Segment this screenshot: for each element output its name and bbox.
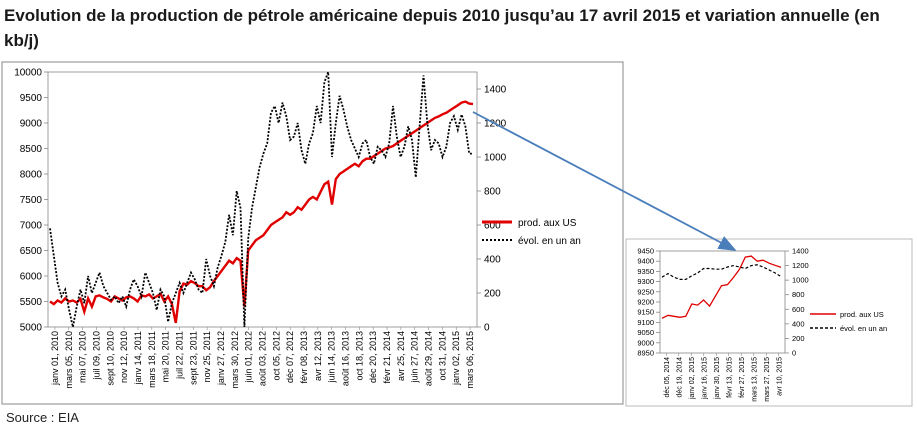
main-x-tick-label: sept 10, 2010 — [105, 331, 115, 386]
main-x-tick-label: nov 12, 2010 — [119, 331, 129, 383]
main-x-tick-label: janv 01, 2010 — [50, 331, 60, 386]
main-x-tick-label: août 03, 2012 — [258, 331, 268, 386]
source-note: Source : EIA — [6, 410, 79, 425]
main-left-tick-label: 6000 — [20, 272, 43, 283]
main-left-tick-label: 8000 — [20, 170, 43, 181]
main-x-tick-label: juin 14, 2013 — [327, 331, 337, 384]
inset-legend: prod. aux US évol. en un an — [810, 310, 887, 333]
main-x-tick-label: janv 27, 2012 — [216, 331, 226, 386]
main-x-tick-label: févr 21, 2014 — [382, 331, 392, 384]
main-x-tick-label: mars 05, 2010 — [64, 331, 74, 389]
main-x-tick-label: août 29, 2014 — [424, 331, 434, 386]
inset-x-tick-label: janv 16, 2015 — [701, 357, 708, 400]
main-x-tick-label: juin 01, 2012 — [244, 331, 254, 384]
inset-left-tick-label: 9350 — [637, 267, 654, 276]
main-x-tick-label: mai 20, 2011 — [161, 331, 171, 382]
main-series-production — [49, 100, 474, 324]
inset-x-tick-label: déc 05, 2014 — [664, 357, 671, 398]
main-left-tick-label: 7000 — [20, 221, 43, 232]
inset-left-tick-label: 9050 — [637, 328, 654, 337]
main-x-tick-label: oct 18, 2013 — [354, 331, 364, 381]
inset-chart-frame — [625, 238, 913, 407]
inset-right-tick-label: 200 — [792, 334, 805, 343]
inset-right-tick-label: 0 — [792, 349, 796, 358]
inset-left-tick-label: 9300 — [637, 277, 654, 286]
main-chart: 5000550060006500700075008000850090009500… — [14, 68, 506, 389]
main-left-tick-label: 9500 — [20, 93, 43, 104]
inset-right-tick-label: 1400 — [792, 247, 809, 256]
inset-x-tick-label: mars 27, 2015 — [764, 357, 771, 402]
inset-series-variation — [661, 264, 782, 280]
inset-x-tick-label: févr 13, 2015 — [726, 357, 733, 398]
main-right-tick-label: 200 — [484, 289, 501, 300]
inset-left-tick-label: 9250 — [637, 287, 654, 296]
main-x-tick-label: juil 22, 2011 — [174, 331, 184, 380]
main-x-tick-label: janv 14, 2011 — [133, 331, 143, 385]
main-left-tick-label: 7500 — [20, 195, 43, 206]
inset-x-tick-label: févr 27, 2015 — [739, 357, 746, 398]
inset-x-tick-label: avr 10, 2015 — [776, 357, 783, 396]
inset-left-tick-label: 9000 — [637, 338, 654, 347]
main-x-tick-label: déc 07, 2012 — [285, 331, 295, 383]
main-right-tick-label: 1000 — [484, 153, 507, 164]
legend-label-production: prod. aux US — [518, 218, 577, 229]
main-x-tick-label: mars 30, 2012 — [230, 331, 240, 389]
main-x-tick-label: mars 06, 2015 — [465, 331, 475, 389]
inset-left-tick-label: 9200 — [637, 298, 654, 307]
main-left-tick-label: 9000 — [20, 119, 43, 130]
inset-left-tick-label: 9450 — [637, 247, 654, 256]
inset-legend-label-production: prod. aux US — [840, 310, 884, 319]
main-x-tick-label: janv 02, 2015 — [451, 331, 461, 386]
main-left-tick-label: 5500 — [20, 297, 43, 308]
main-x-tick-label: mai 07, 2010 — [78, 331, 88, 383]
inset-x-tick-label: janv 30, 2015 — [714, 357, 721, 400]
main-x-tick-label: mars 18, 2011 — [147, 331, 157, 388]
legend-label-variation: évol. en un an — [518, 236, 581, 247]
main-x-tick-label: juin 27, 2014 — [410, 331, 420, 384]
main-right-tick-label: 600 — [484, 221, 501, 232]
inset-x-tick-label: déc 19, 2014 — [676, 357, 683, 398]
main-chart-frame — [1, 61, 624, 405]
inset-right-tick-label: 1000 — [792, 276, 809, 285]
main-left-tick-label: 6500 — [20, 246, 43, 257]
inset-legend-label-variation: évol. en un an — [840, 324, 887, 333]
main-right-tick-label: 800 — [484, 187, 501, 198]
inset-left-tick-label: 9400 — [637, 257, 654, 266]
main-right-tick-label: 1400 — [484, 85, 507, 96]
main-right-tick-label: 400 — [484, 255, 501, 266]
chart-title: Evolution de la production de pétrole am… — [4, 6, 880, 50]
inset-right-tick-label: 400 — [792, 319, 805, 328]
inset-series-production — [661, 255, 782, 319]
main-x-tick-label: nov 25, 2011 — [202, 331, 212, 382]
main-x-tick-label: oct 05, 2012 — [271, 331, 281, 381]
inset-left-tick-label: 9150 — [637, 308, 654, 317]
main-x-tick-label: avr 25, 2014 — [396, 331, 406, 381]
inset-x-tick-label: janv 02, 2015 — [689, 357, 696, 400]
main-left-tick-label: 5000 — [20, 323, 43, 334]
main-x-tick-label: juil 09, 2010 — [91, 331, 101, 381]
main-x-tick-label: oct 31, 2014 — [437, 331, 447, 381]
main-x-tick-label: août 16, 2013 — [341, 331, 351, 386]
main-legend: prod. aux US évol. en un an — [482, 218, 581, 247]
main-x-tick-label: sept 23, 2011 — [188, 331, 198, 385]
main-left-tick-label: 8500 — [20, 144, 43, 155]
inset-left-tick-label: 8950 — [637, 349, 654, 358]
main-x-tick-label: déc 20, 2013 — [368, 331, 378, 383]
inset-right-tick-label: 1200 — [792, 261, 809, 270]
main-series-variation — [49, 71, 473, 328]
inset-left-tick-label: 9100 — [637, 318, 654, 327]
main-x-tick-label: avr 12, 2013 — [313, 331, 323, 381]
inset-x-tick-label: mars 13, 2015 — [751, 357, 758, 402]
zoom-arrow — [472, 111, 737, 251]
main-left-tick-label: 10000 — [14, 68, 42, 79]
inset-right-tick-label: 800 — [792, 290, 805, 299]
main-right-tick-label: 0 — [484, 323, 490, 334]
main-x-tick-label: févr 08, 2013 — [299, 331, 309, 384]
inset-right-tick-label: 600 — [792, 305, 805, 314]
